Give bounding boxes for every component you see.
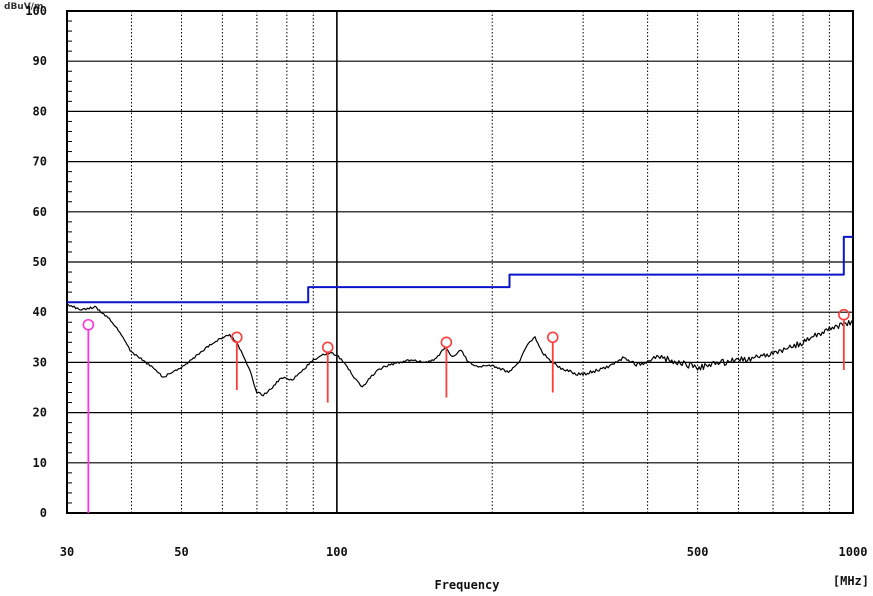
y-tick-label: 80	[33, 104, 47, 118]
y-tick-label: 20	[33, 406, 47, 420]
x-tick-label: 50	[174, 545, 188, 559]
peak-marker-circle	[546, 331, 559, 344]
x-tick-label: 1000	[839, 545, 868, 559]
qp-marker-circle	[82, 318, 95, 331]
y-tick-label: 40	[33, 305, 47, 319]
y-tick-label: 100	[25, 4, 47, 18]
x-axis-ticks: 30 50 100 500 1000	[60, 545, 868, 559]
plot-grid	[67, 11, 853, 513]
peak-marker-circle	[231, 331, 243, 344]
plot-frame	[66, 10, 854, 514]
x-tick-label: 100	[326, 545, 348, 559]
y-tick-label: 0	[40, 506, 47, 520]
y-tick-label: 50	[33, 255, 47, 269]
y-axis-ticks: 0 10 20 30 40 50 60 70 80 90 100	[25, 4, 72, 520]
y-tick-label: 10	[33, 456, 47, 470]
marker-layer	[82, 308, 850, 513]
measurement-trace	[66, 303, 854, 397]
peak-marker-circle	[321, 341, 334, 354]
x-axis-title: Frequency	[434, 578, 499, 592]
corner-unit-label: dBuV/m	[4, 2, 43, 12]
x-axis-unit: [MHz]	[833, 574, 869, 588]
y-tick-label: 60	[33, 205, 47, 219]
x-tick-label: 30	[60, 545, 74, 559]
y-tick-label: 30	[33, 355, 47, 369]
peak-marker-circle	[838, 308, 850, 321]
limit-line	[67, 235, 853, 304]
x-tick-label: 500	[687, 545, 709, 559]
series-layer	[66, 235, 854, 397]
y-tick-label: 70	[33, 155, 47, 169]
peak-marker-circle	[440, 336, 453, 349]
y-tick-label: 90	[33, 54, 47, 68]
